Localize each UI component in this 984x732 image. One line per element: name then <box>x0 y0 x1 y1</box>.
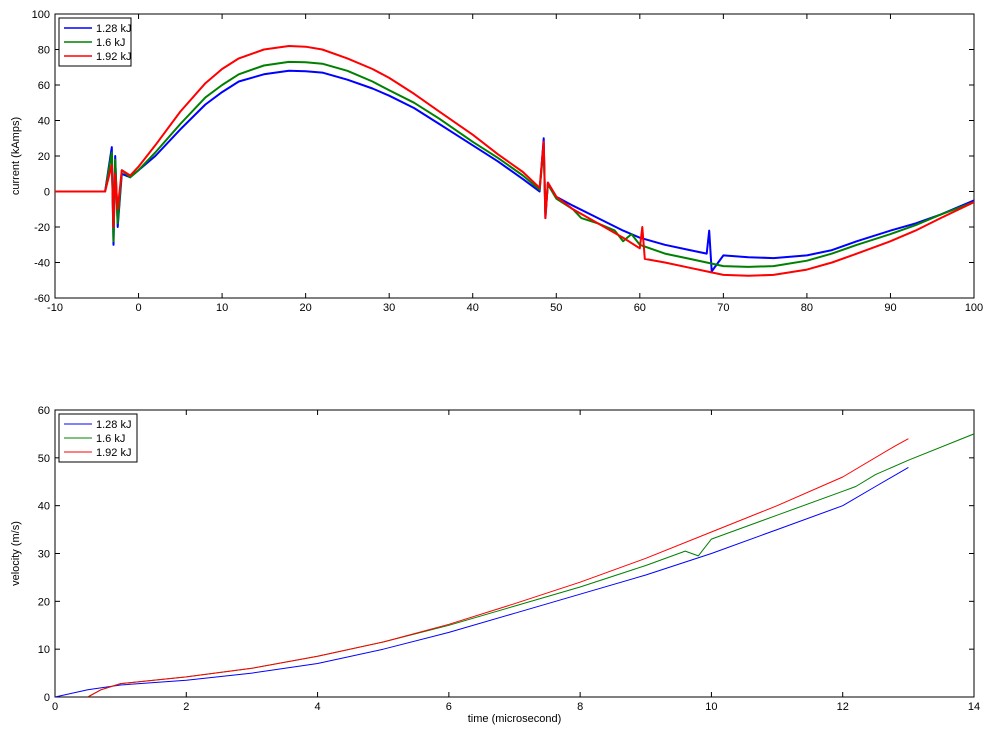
series-line-2 <box>55 45 974 277</box>
x-tick-label: 2 <box>183 701 189 713</box>
x-tick-label: 10 <box>216 302 228 314</box>
chart-current: -10 0 10 20 30 40 50 60 70 80 90 100 -60 -40 -20 0 20 40 6… <box>10 9 983 314</box>
series-line-1 <box>55 60 974 268</box>
legend-label-0: 1.28 kJ <box>96 23 131 35</box>
y-tick-label: 30 <box>38 549 50 561</box>
y-tick-label: -40 <box>34 258 50 270</box>
y-tick-label: 20 <box>38 151 50 163</box>
y-tick-label: 40 <box>38 501 50 513</box>
x-tick-label: 0 <box>52 701 58 713</box>
y-tick-label: 60 <box>38 80 50 92</box>
x-axis-label: time (microsecond) <box>468 713 562 725</box>
legend-label-1: 1.6 kJ <box>96 37 125 49</box>
legend-label-2: 1.92 kJ <box>96 51 131 63</box>
legend-label-2: 1.92 kJ <box>96 447 131 459</box>
series-line-2 <box>87 438 909 697</box>
x-tick-label: 6 <box>446 701 452 713</box>
y-tick-label: 0 <box>44 187 50 199</box>
series-line-1 <box>87 433 974 697</box>
y-tick-label: 80 <box>38 45 50 57</box>
axes-box <box>54 409 975 698</box>
x-tick-label: 0 <box>135 302 141 314</box>
x-tick-label: 14 <box>968 701 980 713</box>
y-tick-label: -20 <box>34 222 50 234</box>
axes-box <box>54 13 975 299</box>
x-tick-label: 8 <box>577 701 583 713</box>
x-tick-label: 90 <box>884 302 896 314</box>
series-line-0 <box>55 466 909 697</box>
legend-label-0: 1.28 kJ <box>96 419 131 431</box>
x-tick-label: 20 <box>300 302 312 314</box>
legend-label-1: 1.6 kJ <box>96 433 125 445</box>
y-axis-label: current (kAmps) <box>10 117 22 195</box>
x-tick-label: 100 <box>965 302 983 314</box>
x-tick-label: 4 <box>315 701 321 713</box>
y-tick-label: 10 <box>38 644 50 656</box>
y-tick-label: 20 <box>38 596 50 608</box>
x-tick-label: 12 <box>837 701 849 713</box>
x-tick-label: 50 <box>550 302 562 314</box>
y-tick-label: 60 <box>38 405 50 417</box>
y-tick-label: 50 <box>38 453 50 465</box>
legend-box <box>58 413 138 463</box>
y-tick-label: 40 <box>38 116 50 128</box>
series-line-0 <box>55 69 974 273</box>
x-tick-label: 40 <box>467 302 479 314</box>
chart-velocity: 0 2 4 6 8 10 12 14 0 10 20 30 40 50 60 velocity (m/s) ti… <box>10 405 980 725</box>
x-tick-label: 70 <box>717 302 729 314</box>
legend-box <box>58 17 132 67</box>
y-tick-label: -60 <box>34 293 50 305</box>
y-axis-label: velocity (m/s) <box>10 521 22 586</box>
y-tick-label: 0 <box>44 692 50 704</box>
x-tick-label: 80 <box>801 302 813 314</box>
y-tick-label: 100 <box>32 9 50 21</box>
x-tick-label: -10 <box>47 302 63 314</box>
x-tick-label: 60 <box>634 302 646 314</box>
x-tick-label: 30 <box>383 302 395 314</box>
x-tick-label: 10 <box>705 701 717 713</box>
